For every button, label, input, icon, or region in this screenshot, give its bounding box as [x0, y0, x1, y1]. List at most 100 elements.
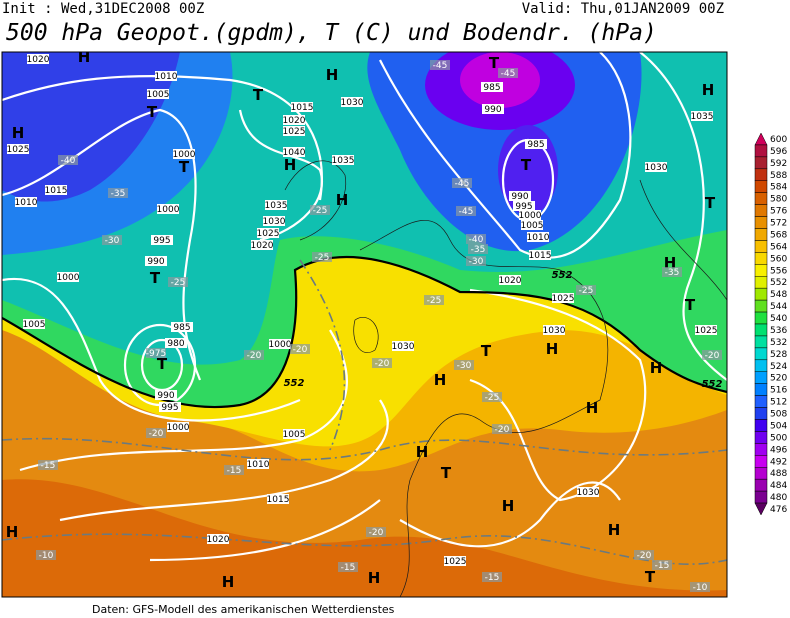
temperature-label: -30	[457, 361, 472, 371]
label-bg	[265, 200, 287, 210]
colorbar-label: 484	[770, 481, 787, 491]
colorbar-cell	[754, 264, 768, 277]
isobar-label: 1030	[392, 342, 415, 352]
isobar-label: 1020	[27, 55, 50, 65]
low-marker: T	[645, 568, 656, 586]
isobar-label: 1025	[283, 127, 306, 137]
isobar-label: 1010	[247, 460, 270, 470]
colorbar-cell	[754, 431, 768, 444]
low-marker: T	[705, 194, 716, 212]
temperature-label: -20	[495, 425, 510, 435]
low-marker: T	[157, 355, 168, 373]
isobars	[2, 52, 727, 562]
isobar-label: 995	[515, 202, 532, 212]
label-bg	[525, 139, 547, 149]
temperature-label: -20	[375, 359, 390, 369]
colorbar-label: 516	[770, 386, 787, 396]
label-bg	[527, 232, 549, 242]
temperature-label: -35	[111, 189, 126, 199]
colorbar-cell	[754, 240, 768, 253]
colorbar-cell	[754, 156, 768, 170]
high-marker: H	[12, 124, 25, 142]
temperature-label: -40	[61, 156, 76, 166]
isobar-label: 1025	[257, 229, 280, 239]
colorbar-cell	[754, 216, 768, 229]
label-bg	[291, 102, 313, 112]
isobar-label: 1000	[173, 150, 196, 160]
label-bg	[7, 144, 29, 154]
colorbar-label: 564	[770, 242, 787, 252]
label-bg	[372, 358, 392, 368]
label-bg	[543, 325, 565, 335]
high-marker: H	[336, 191, 349, 209]
colorbar-cell	[754, 467, 768, 480]
label-bg	[290, 344, 310, 354]
label-bg	[269, 339, 291, 349]
temperature-label: -15	[655, 561, 670, 571]
isobar-label: 1000	[167, 423, 190, 433]
label-bg	[695, 325, 717, 335]
label-bg	[452, 178, 472, 188]
colorbar-label: 596	[770, 147, 787, 157]
high-marker: H	[434, 371, 447, 389]
label-bg	[27, 54, 49, 64]
temperature-label: -25	[315, 253, 330, 263]
isobar-label: 1010	[15, 198, 38, 208]
colorbar-cell	[754, 132, 768, 146]
label-bg	[45, 185, 67, 195]
temperature-label: -45	[433, 61, 448, 71]
colorbar-cell	[754, 419, 768, 432]
label-bg	[392, 341, 414, 351]
isobar-label: 985	[173, 323, 190, 333]
colorbar-cell	[754, 276, 768, 289]
label-bg	[155, 390, 177, 400]
label-bg	[157, 204, 179, 214]
colorbar-label: 492	[770, 457, 787, 467]
temperature-label: -20	[705, 351, 720, 361]
label-bg	[332, 155, 354, 165]
field	[460, 52, 540, 108]
temperature-label: -25	[427, 296, 442, 306]
isobar-label: 995	[161, 403, 178, 413]
temperature-lines	[2, 259, 727, 565]
high-marker: H	[546, 340, 559, 358]
label-bg	[283, 429, 305, 439]
high-marker: H	[326, 66, 339, 84]
isobar-label: 1000	[519, 211, 542, 221]
label-bg	[338, 562, 358, 572]
colorbar-label: 584	[770, 183, 787, 193]
label-bg	[310, 205, 330, 215]
high-marker: H	[368, 569, 381, 587]
colorbar-cell	[754, 192, 768, 205]
label-bg	[498, 68, 518, 78]
isobar-label: 1015	[45, 186, 68, 196]
label-bg	[466, 234, 486, 244]
colorbar-label: 600	[770, 135, 787, 145]
high-marker: H	[702, 81, 715, 99]
temperature-label: -20	[637, 551, 652, 561]
colorbar-label: 480	[770, 493, 787, 503]
colorbar-cell	[754, 287, 768, 301]
isobar-label: 990	[147, 257, 164, 267]
colorbar-cell	[754, 252, 768, 265]
label-bg	[263, 216, 285, 226]
label-bg	[634, 550, 654, 560]
label-bg	[283, 147, 305, 157]
colorbar-label: 592	[770, 159, 787, 169]
colorbar-label: 496	[770, 445, 787, 455]
geopotential-label: 552	[702, 379, 723, 390]
temperature-label: -45	[501, 69, 516, 79]
footer: Daten: GFS-Modell des amerikanischen Wet…	[92, 603, 395, 616]
label-bg	[57, 272, 79, 282]
label-bg	[691, 111, 713, 121]
label-bg	[482, 104, 504, 114]
label-bg	[366, 527, 386, 537]
temperature-label: -35	[471, 245, 486, 255]
temperature-label: -25	[313, 206, 328, 216]
temperature-label: -15	[485, 573, 500, 583]
colorbar-cell	[754, 204, 768, 217]
isobar-label: 1005	[521, 221, 544, 231]
geopotential-label: 552	[552, 270, 573, 281]
low-marker: T	[147, 103, 158, 121]
